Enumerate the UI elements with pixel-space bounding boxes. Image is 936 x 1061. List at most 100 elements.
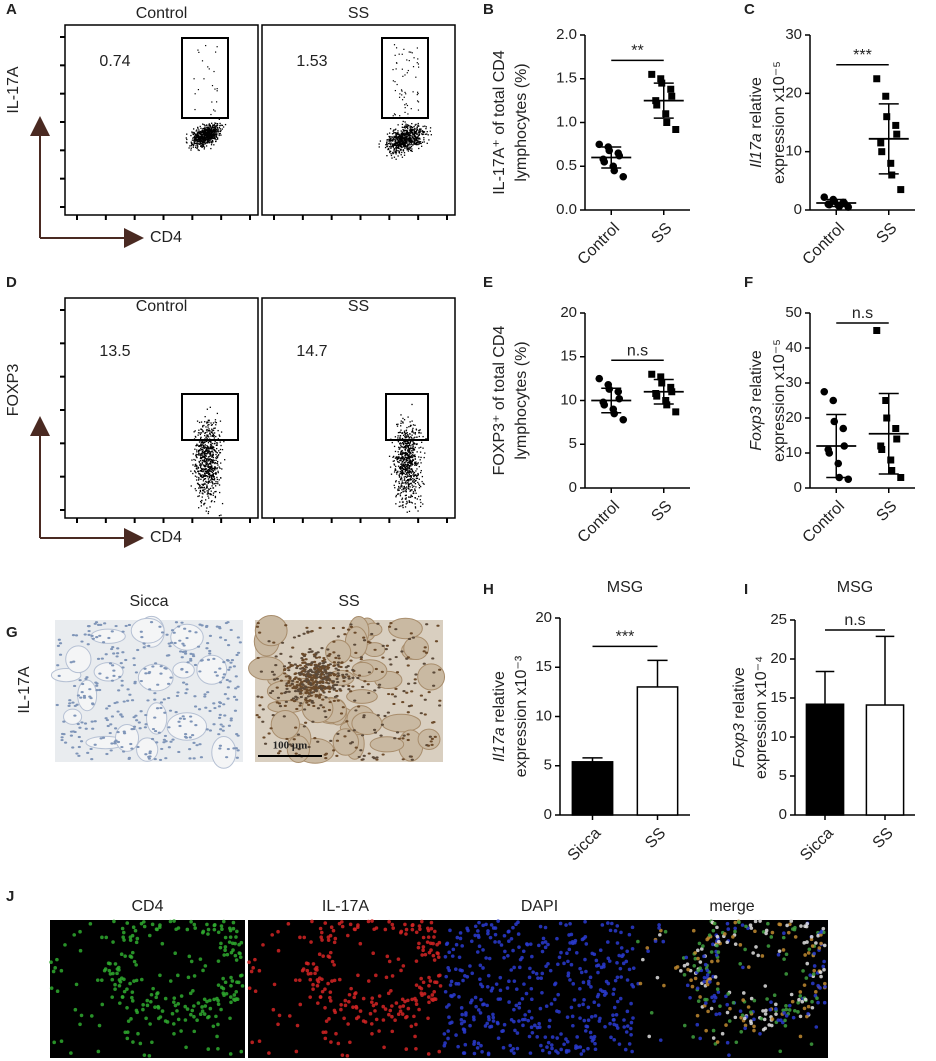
event xyxy=(400,422,402,424)
cell xyxy=(606,956,611,961)
cell xyxy=(261,943,265,947)
nucleus xyxy=(314,677,318,680)
event xyxy=(406,147,409,149)
event xyxy=(192,133,194,135)
cell xyxy=(557,955,562,960)
event xyxy=(211,445,213,447)
cell xyxy=(627,1042,632,1046)
cell xyxy=(549,1002,554,1006)
cell xyxy=(414,1022,418,1027)
event xyxy=(219,435,221,437)
nucleus xyxy=(263,742,268,745)
cell xyxy=(123,1030,128,1035)
event xyxy=(421,133,423,135)
event xyxy=(207,482,209,484)
event xyxy=(405,142,407,144)
event xyxy=(209,453,211,455)
cell xyxy=(417,924,422,928)
event xyxy=(402,467,404,470)
event xyxy=(386,143,388,145)
cell xyxy=(51,969,56,974)
event xyxy=(197,131,199,133)
event xyxy=(398,446,400,448)
event xyxy=(416,62,418,64)
event xyxy=(409,146,412,148)
event xyxy=(207,491,209,494)
event xyxy=(201,143,203,145)
cell xyxy=(491,1012,495,1017)
event xyxy=(200,441,202,443)
event xyxy=(207,134,209,136)
nucleus xyxy=(226,697,230,700)
cell xyxy=(385,954,390,959)
event xyxy=(411,461,413,463)
event xyxy=(399,140,401,142)
cell xyxy=(118,979,123,984)
event xyxy=(407,472,409,474)
event xyxy=(399,457,402,459)
cell xyxy=(516,920,520,925)
cell xyxy=(276,948,281,953)
nucleus xyxy=(218,627,222,630)
event xyxy=(205,132,207,134)
event xyxy=(393,484,395,487)
cell xyxy=(540,971,545,976)
event xyxy=(397,423,399,425)
cell xyxy=(571,982,576,986)
nucleus xyxy=(110,647,114,651)
event xyxy=(413,448,416,450)
event xyxy=(195,134,197,136)
nucleus xyxy=(175,694,179,698)
event xyxy=(419,138,421,140)
cell xyxy=(455,935,460,940)
event xyxy=(215,133,217,136)
nucleus xyxy=(332,749,336,752)
event xyxy=(401,90,403,92)
event xyxy=(398,134,401,137)
acinus xyxy=(77,679,98,712)
nucleus xyxy=(257,716,261,719)
cell xyxy=(621,953,625,957)
cell xyxy=(326,981,330,986)
event xyxy=(403,135,406,137)
event xyxy=(403,96,405,98)
cell xyxy=(447,1015,451,1020)
event xyxy=(400,145,402,147)
nucleus xyxy=(347,675,351,678)
cell xyxy=(593,1041,597,1046)
event xyxy=(416,475,418,478)
nucleus xyxy=(336,732,340,735)
nucleus xyxy=(341,706,345,709)
cell xyxy=(488,935,493,940)
nucleus xyxy=(320,667,324,670)
event xyxy=(400,472,402,475)
nucleus xyxy=(331,672,336,675)
cell xyxy=(414,983,419,987)
cell xyxy=(514,987,519,991)
nucleus xyxy=(373,689,377,692)
nucleus xyxy=(295,684,299,687)
event xyxy=(407,446,410,449)
nucleus xyxy=(232,747,236,750)
event xyxy=(416,128,418,131)
event xyxy=(404,145,407,148)
nucleus xyxy=(334,656,338,659)
cell xyxy=(631,966,636,970)
event xyxy=(406,469,408,471)
nucleus xyxy=(182,717,186,720)
event xyxy=(211,485,213,487)
cell xyxy=(112,919,116,924)
event xyxy=(397,130,399,132)
nucleus xyxy=(294,672,298,675)
event xyxy=(401,470,404,472)
cell xyxy=(476,1041,481,1046)
cell xyxy=(507,929,511,934)
event xyxy=(220,124,222,126)
cell xyxy=(155,992,159,996)
nucleus xyxy=(318,626,322,629)
event xyxy=(203,146,206,148)
cell xyxy=(822,959,826,964)
nucleus xyxy=(80,691,84,694)
nucleus xyxy=(153,692,157,695)
cell xyxy=(622,1025,627,1029)
